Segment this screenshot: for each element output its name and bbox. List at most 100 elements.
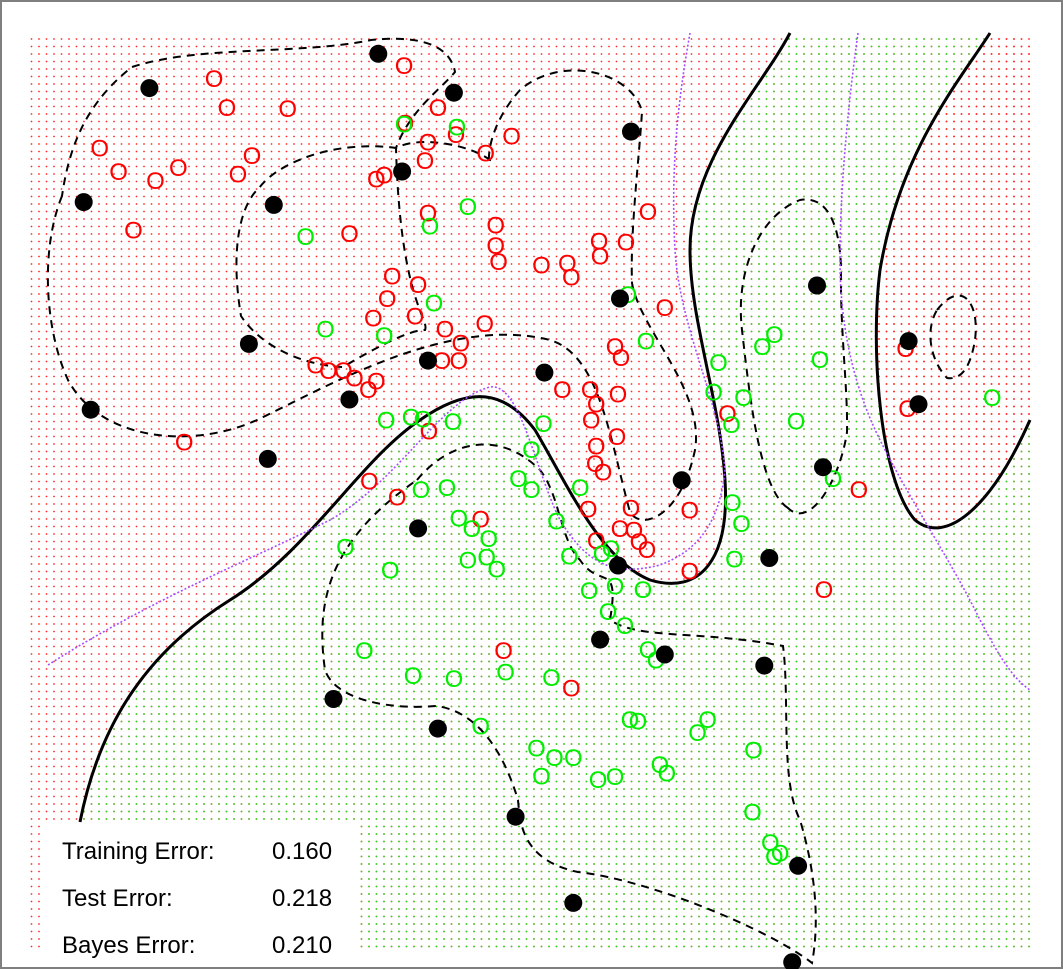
point-red-55: O <box>582 407 601 434</box>
point-green-68: O <box>606 764 625 791</box>
point-red-73: O <box>680 497 699 524</box>
point-red-51: O <box>553 377 572 404</box>
point-red-66: O <box>579 496 598 523</box>
point-green-36: O <box>479 526 498 553</box>
support-vector-2 <box>140 79 159 98</box>
point-red-70: O <box>611 516 630 543</box>
point-red-19: O <box>375 163 394 190</box>
support-vector-25 <box>324 690 343 708</box>
point-green-60: O <box>545 745 564 772</box>
point-red-37: O <box>436 317 455 344</box>
point-green-41: O <box>593 541 612 568</box>
bayes-boundary-right <box>839 32 1031 691</box>
bayes-boundary-main <box>47 32 726 666</box>
point-green-52: O <box>744 737 763 764</box>
point-green-63: O <box>589 767 608 794</box>
point-red-20: O <box>419 201 438 228</box>
point-green-3: O <box>421 214 440 241</box>
support-vector-22 <box>591 630 610 649</box>
svm-margin-green-center <box>321 443 817 965</box>
point-green-47: O <box>580 578 599 605</box>
point-red-76: O <box>849 477 868 504</box>
point-green-21: O <box>765 322 784 349</box>
point-green-27: O <box>449 506 468 533</box>
point-red-54: O <box>609 381 628 408</box>
point-green-12: O <box>402 405 421 432</box>
point-green-53: O <box>355 638 374 665</box>
test-error-label: Test Error: <box>62 885 173 912</box>
point-red-71: O <box>630 529 649 556</box>
support-vector-0 <box>369 44 388 63</box>
support-vector-1 <box>444 83 463 102</box>
point-red-27: O <box>562 265 581 292</box>
point-red-63: O <box>360 469 379 496</box>
support-vector-16 <box>258 449 277 468</box>
point-green-75: O <box>983 385 1002 412</box>
point-red-12: O <box>429 95 448 122</box>
point-green-34: O <box>458 547 477 574</box>
support-vector-27 <box>506 807 525 826</box>
point-red-15: O <box>419 129 438 156</box>
point-green-10: O <box>709 350 728 377</box>
support-vector-7 <box>808 276 826 295</box>
point-green-57: O <box>542 665 561 692</box>
point-red-60: O <box>718 401 737 428</box>
point-red-59: O <box>594 459 613 486</box>
point-red-24: O <box>489 249 508 276</box>
support-vector-29 <box>564 893 583 912</box>
point-red-36: O <box>406 304 425 331</box>
point-green-39: O <box>560 544 579 571</box>
point-green-46: O <box>723 490 742 517</box>
point-red-74: O <box>680 559 699 586</box>
point-green-69: O <box>650 752 669 779</box>
point-red-13: O <box>396 111 415 138</box>
point-red-11: O <box>395 53 414 80</box>
point-red-21: O <box>340 221 359 248</box>
point-red-44: O <box>655 295 674 322</box>
point-red-68: O <box>587 528 606 555</box>
point-red-75: O <box>815 577 834 604</box>
support-vector-11 <box>419 351 437 370</box>
point-green-28: O <box>462 516 481 543</box>
svm-margin-green-right <box>739 198 849 515</box>
point-green-2: O <box>458 194 477 221</box>
point-green-58: O <box>471 713 490 740</box>
point-red-57: O <box>608 424 627 451</box>
svm-margin-red-right <box>929 294 977 380</box>
point-red-67: O <box>622 495 641 522</box>
support-vector-9 <box>239 334 258 353</box>
point-green-22: O <box>811 347 830 374</box>
point-red-33: O <box>409 272 428 299</box>
point-red-34: O <box>378 286 397 313</box>
point-red-26: O <box>558 251 577 278</box>
point-green-55: O <box>445 666 464 693</box>
point-green-4: O <box>296 224 315 251</box>
point-red-29: O <box>591 243 610 270</box>
point-green-1: O <box>448 114 467 141</box>
point-red-4: O <box>109 159 128 186</box>
bayes-error-value: 0.210 <box>272 932 332 959</box>
point-green-17: O <box>704 380 723 407</box>
point-green-59: O <box>527 736 546 763</box>
point-green-0: O <box>395 112 414 139</box>
decision-boundary <box>78 32 1032 823</box>
support-vector-17 <box>814 458 832 477</box>
point-red-38: O <box>475 311 494 338</box>
point-red-3: O <box>90 136 109 163</box>
point-green-5: O <box>425 291 444 318</box>
point-green-19: O <box>722 412 741 439</box>
point-green-45: O <box>725 546 744 573</box>
point-red-65: O <box>471 507 490 534</box>
support-vector-15 <box>81 400 100 419</box>
point-red-23: O <box>486 233 505 260</box>
point-red-35: O <box>364 305 383 332</box>
point-red-32: O <box>383 264 402 291</box>
point-red-5: O <box>146 168 165 195</box>
point-green-70: O <box>657 761 676 788</box>
support-vector-24 <box>755 656 774 675</box>
point-green-35: O <box>477 545 496 572</box>
point-red-31: O <box>639 199 658 226</box>
point-red-56: O <box>587 433 606 460</box>
point-green-43: O <box>634 577 653 604</box>
